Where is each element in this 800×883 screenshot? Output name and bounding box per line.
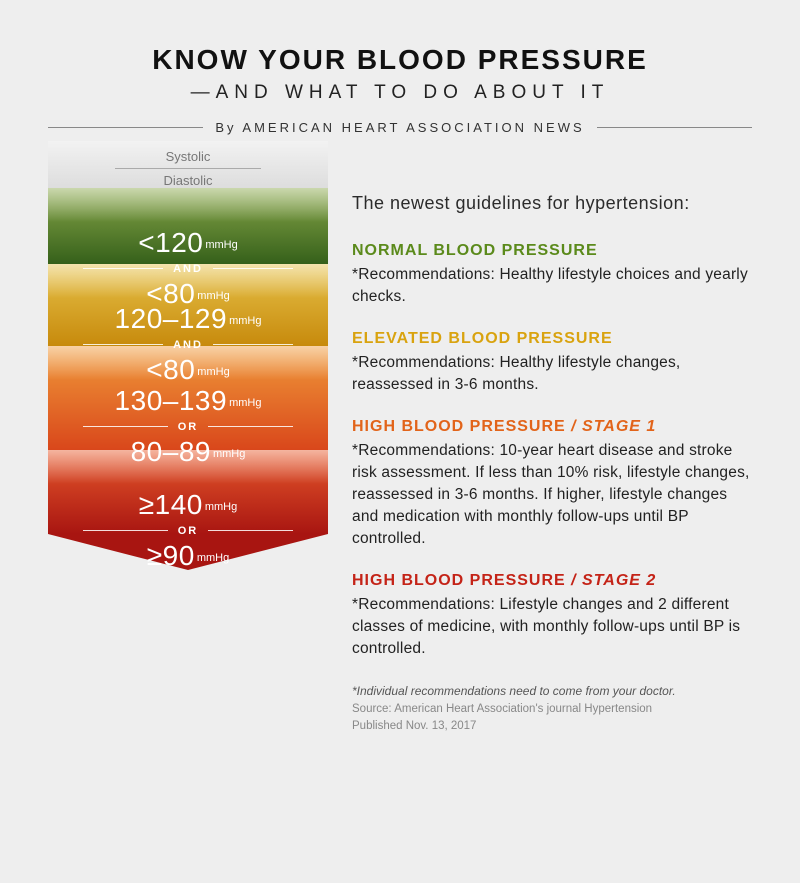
stage-body: *Recommendations: Lifestyle changes and … xyxy=(352,594,752,660)
stage-body: *Recommendations: Healthy lifestyle choi… xyxy=(352,264,752,308)
stage-body: *Recommendations: Healthy lifestyle chan… xyxy=(352,352,752,396)
unit: mmHg xyxy=(213,448,245,460)
page-title: KNOW YOUR BLOOD PRESSURE xyxy=(48,44,752,76)
unit: mmHg xyxy=(197,552,229,564)
footnote-source: Source: American Heart Association's jou… xyxy=(352,701,752,719)
stage-suffix: / STAGE 1 xyxy=(566,418,657,435)
diastolic-value: <80 xyxy=(146,355,195,386)
rule-right xyxy=(597,127,752,128)
conjunction: OR xyxy=(83,525,293,537)
stage-chevron: <120mmHg AND <80mmHg xyxy=(48,188,328,300)
text-column: The newest guidelines for hypertension: … xyxy=(352,141,752,736)
byline-row: By AMERICAN HEART ASSOCIATION NEWS xyxy=(48,120,752,135)
legend-diastolic: Diastolic xyxy=(48,173,328,188)
stage-heading-text: HIGH BLOOD PRESSURE xyxy=(352,418,566,435)
stage-heading: HIGH BLOOD PRESSURE / STAGE 1 xyxy=(352,418,752,436)
conjunction: AND xyxy=(83,339,293,351)
unit: mmHg xyxy=(229,397,261,409)
systolic-value: 130–139 xyxy=(115,386,228,417)
stage-block: HIGH BLOOD PRESSURE / STAGE 2 *Recommend… xyxy=(352,572,752,660)
unit: mmHg xyxy=(197,366,229,378)
diastolic-value: 80–89 xyxy=(131,437,211,468)
stage-heading: HIGH BLOOD PRESSURE / STAGE 2 xyxy=(352,572,752,590)
conjunction: OR xyxy=(83,421,293,433)
systolic-value: ≥140 xyxy=(139,490,203,521)
byline: By AMERICAN HEART ASSOCIATION NEWS xyxy=(215,120,584,135)
intro-text: The newest guidelines for hypertension: xyxy=(352,193,752,214)
stage-block: NORMAL BLOOD PRESSURE *Recommendations: … xyxy=(352,242,752,308)
unit: mmHg xyxy=(205,501,237,513)
rule-left xyxy=(48,127,203,128)
systolic-value: 120–129 xyxy=(115,304,228,335)
unit: mmHg xyxy=(197,290,229,302)
stage-body: *Recommendations: 10-year heart disease … xyxy=(352,440,752,550)
stage-chevron: ≥140mmHg OR ≥90mmHg xyxy=(48,450,328,570)
legend-systolic: Systolic xyxy=(48,149,328,168)
systolic-value: <120 xyxy=(138,228,203,259)
unit: mmHg xyxy=(229,315,261,327)
stage-heading-text: ELEVATED BLOOD PRESSURE xyxy=(352,330,613,347)
legend-divider xyxy=(115,168,261,169)
diastolic-value: ≥90 xyxy=(147,541,195,572)
footnote: *Individual recommendations need to come… xyxy=(352,682,752,736)
conjunction: AND xyxy=(83,263,293,275)
footnote-published: Published Nov. 13, 2017 xyxy=(352,718,752,736)
stage-heading-text: NORMAL BLOOD PRESSURE xyxy=(352,242,598,259)
stage-heading: ELEVATED BLOOD PRESSURE xyxy=(352,330,752,348)
chevron-column: Systolic Diastolic <120mmHg AND <80mmHg xyxy=(48,141,328,736)
stage-heading: NORMAL BLOOD PRESSURE xyxy=(352,242,752,260)
unit: mmHg xyxy=(205,239,237,251)
footnote-note: *Individual recommendations need to come… xyxy=(352,682,752,701)
stage-heading-text: HIGH BLOOD PRESSURE xyxy=(352,572,566,589)
stage-block: ELEVATED BLOOD PRESSURE *Recommendations… xyxy=(352,330,752,396)
stage-block: HIGH BLOOD PRESSURE / STAGE 1 *Recommend… xyxy=(352,418,752,550)
page-subtitle: —AND WHAT TO DO ABOUT IT xyxy=(48,82,752,104)
stage-suffix: / STAGE 2 xyxy=(566,572,657,589)
